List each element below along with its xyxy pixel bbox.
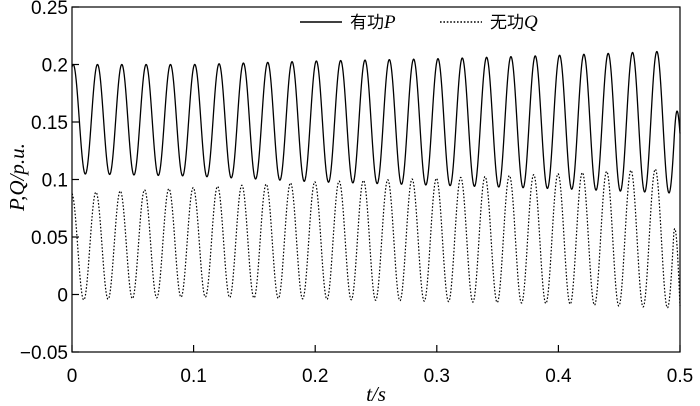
x-tick-label: 0.1 bbox=[180, 366, 206, 387]
y-tick-label: −0.05 bbox=[20, 343, 68, 364]
x-tick-label: 0.5 bbox=[667, 366, 693, 387]
x-tick-label: 0.4 bbox=[545, 366, 572, 387]
y-tick-label: 0.2 bbox=[42, 56, 68, 77]
legend: 有功P 无功Q bbox=[300, 12, 538, 33]
x-tick-label: 0.3 bbox=[424, 366, 450, 387]
series-q-line bbox=[71, 168, 681, 309]
legend-q-prefix: 无功 bbox=[490, 13, 524, 33]
x-tick-label: 0 bbox=[67, 366, 78, 387]
y-tick-label: 0.15 bbox=[31, 113, 68, 134]
y-tick-label: 0.05 bbox=[31, 228, 68, 249]
legend-q-label: 无功Q bbox=[490, 12, 538, 33]
series-layer bbox=[71, 50, 681, 309]
x-axis-label: t/s bbox=[366, 382, 386, 406]
legend-p-label: 有功P bbox=[350, 12, 396, 33]
x-tick-label: 0.2 bbox=[302, 366, 328, 387]
y-tick-label: 0.25 bbox=[31, 0, 68, 19]
legend-p-prefix: 有功 bbox=[350, 13, 384, 33]
y-axis-label: P,Q/p.u. bbox=[5, 143, 29, 212]
legend-q-var: Q bbox=[524, 12, 538, 33]
legend-p-var: P bbox=[383, 12, 396, 33]
series-p-line bbox=[71, 50, 681, 194]
y-tick-label: 0.1 bbox=[42, 171, 68, 192]
y-tick-label: 0 bbox=[57, 286, 68, 307]
